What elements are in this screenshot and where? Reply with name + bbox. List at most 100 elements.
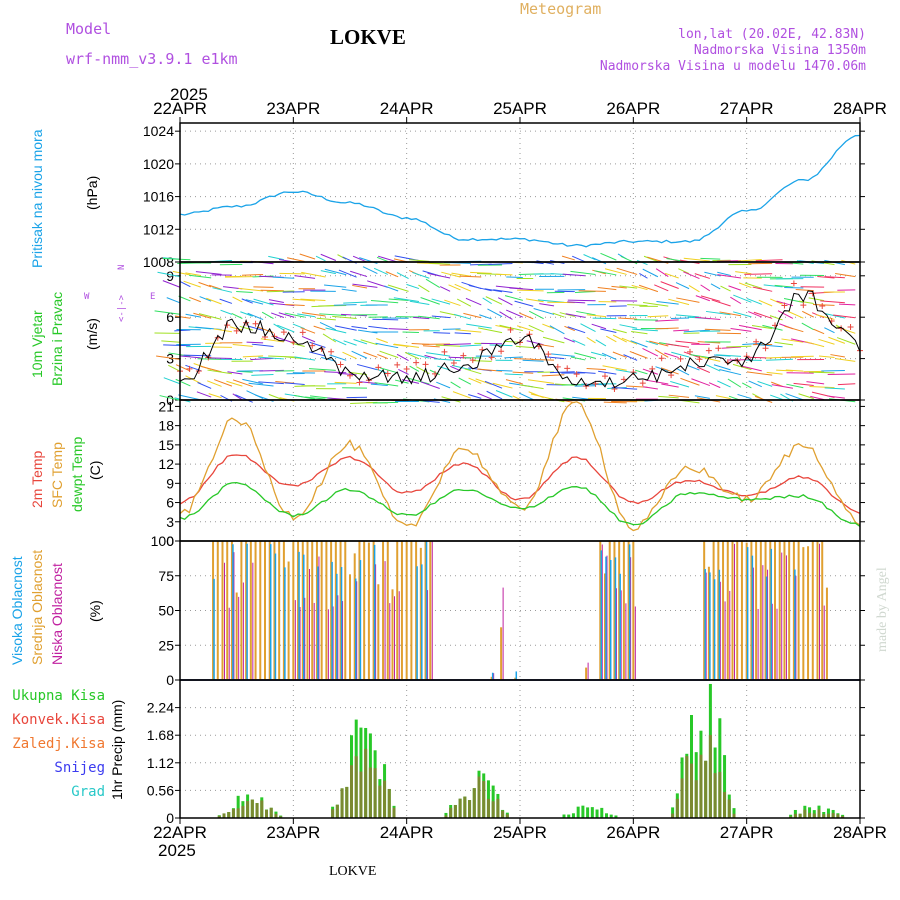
wind-arrow	[642, 347, 659, 357]
wind-arrow	[658, 395, 679, 399]
y-tick-label: 9	[166, 268, 174, 284]
wind-arrow	[407, 352, 430, 359]
wind-arrow	[478, 327, 503, 334]
wind-arrow	[763, 284, 783, 288]
wind-arrow	[611, 285, 627, 289]
wind-arrow	[372, 318, 399, 321]
conv-precip-bar	[246, 801, 250, 818]
total-precip-bar	[581, 805, 585, 818]
wind-arrow	[465, 297, 482, 306]
x-label-bottom: 23APR	[266, 823, 320, 842]
pressure-unit: (hPa)	[84, 176, 100, 210]
wind-arrow	[629, 350, 648, 359]
wind-arrow	[835, 358, 856, 362]
gust-marker	[753, 338, 760, 345]
wind-arrow	[594, 270, 617, 276]
conv-precip-bar	[227, 812, 231, 818]
pressure-line	[179, 134, 861, 248]
wind-arrow	[757, 380, 773, 387]
gust-marker	[762, 345, 769, 352]
gust-marker	[564, 365, 571, 372]
wind-arrow	[487, 308, 503, 318]
wind-arrow	[183, 280, 201, 288]
wind-arrow	[156, 355, 181, 360]
wind-arrow	[342, 351, 357, 360]
credit-text: made by Angel	[875, 567, 890, 652]
total-precip-bar	[789, 814, 793, 818]
wind-arrow	[748, 380, 762, 388]
wind-arrow	[341, 288, 357, 292]
wind-arrow	[316, 317, 336, 321]
wind-arrow	[374, 382, 399, 387]
wind-arrow	[469, 263, 492, 266]
wind-arrow	[514, 300, 534, 307]
wind-arrow	[376, 338, 388, 344]
wind-arrow	[260, 289, 284, 292]
gust-marker	[677, 355, 684, 362]
total-precip-bar	[671, 807, 675, 818]
wind-arrow	[273, 323, 285, 331]
wind-arrow	[294, 394, 316, 400]
wind-arrow	[533, 308, 555, 315]
conv-precip-bar	[501, 810, 505, 818]
conv-precip-bar	[354, 756, 358, 818]
wind-arrow	[232, 379, 253, 388]
model-label: Model	[66, 20, 111, 38]
wind-arrow	[505, 309, 524, 318]
conv-precip-bar	[453, 804, 457, 818]
wind-arrow	[601, 352, 617, 360]
conv-precip-bar	[699, 754, 703, 818]
wind-arrow	[730, 327, 752, 332]
wind-arrow	[484, 380, 503, 389]
total-precip-bar	[723, 755, 727, 818]
wind-arrow	[435, 344, 461, 347]
wind-arrow	[728, 285, 742, 291]
wind-arrow	[694, 395, 710, 399]
wind-arrow	[300, 327, 316, 334]
footer-station: LOKVE	[329, 864, 376, 879]
chart-title: Meteogram	[520, 0, 601, 18]
wind-arrow	[732, 311, 752, 318]
wind-arrow	[309, 351, 326, 357]
gust-marker	[819, 303, 826, 310]
total-precip-bar	[567, 814, 571, 818]
wind-arrow	[542, 336, 565, 344]
wind-arrow	[785, 369, 804, 372]
wind-arrow	[678, 268, 690, 275]
wind-arrow	[609, 305, 627, 307]
wind-arrow	[284, 312, 305, 318]
wind-arrow	[621, 337, 638, 345]
wind-arrow	[526, 340, 544, 346]
cloud-mid-label: Srednja Oblacnost	[29, 550, 45, 665]
x-label-top: 28APR	[833, 99, 887, 118]
wind-arrow	[343, 301, 368, 304]
compass-arrows: <-|->	[117, 294, 127, 322]
conv-precip-bar	[250, 799, 254, 818]
conv-precip-bar	[685, 756, 689, 818]
gust-marker	[460, 352, 467, 359]
wind-arrow	[824, 276, 845, 279]
wind-arrow	[649, 340, 669, 347]
wind-arrow	[261, 311, 274, 319]
wind-arrow	[631, 330, 648, 335]
wind-arrow	[385, 271, 399, 278]
wind-arrow	[163, 344, 191, 347]
conv-precip-bar	[383, 780, 387, 818]
wind-arrow	[258, 356, 284, 360]
y-tick-label: 1024	[143, 123, 174, 139]
wind-arrow	[619, 324, 638, 329]
wind-arrow	[630, 340, 648, 348]
wind-arrow	[319, 321, 337, 331]
wind-arrow	[175, 364, 191, 372]
wind-arrow	[539, 303, 555, 307]
wind-arrow	[504, 295, 523, 301]
wind-arrow	[694, 273, 710, 279]
wind-arrow	[212, 287, 233, 293]
wind-arrow	[213, 379, 233, 387]
wind-arrow	[519, 384, 544, 390]
wind-arrow	[404, 351, 420, 360]
wind-arrow	[220, 309, 233, 315]
conv-precip-bar	[723, 792, 727, 818]
